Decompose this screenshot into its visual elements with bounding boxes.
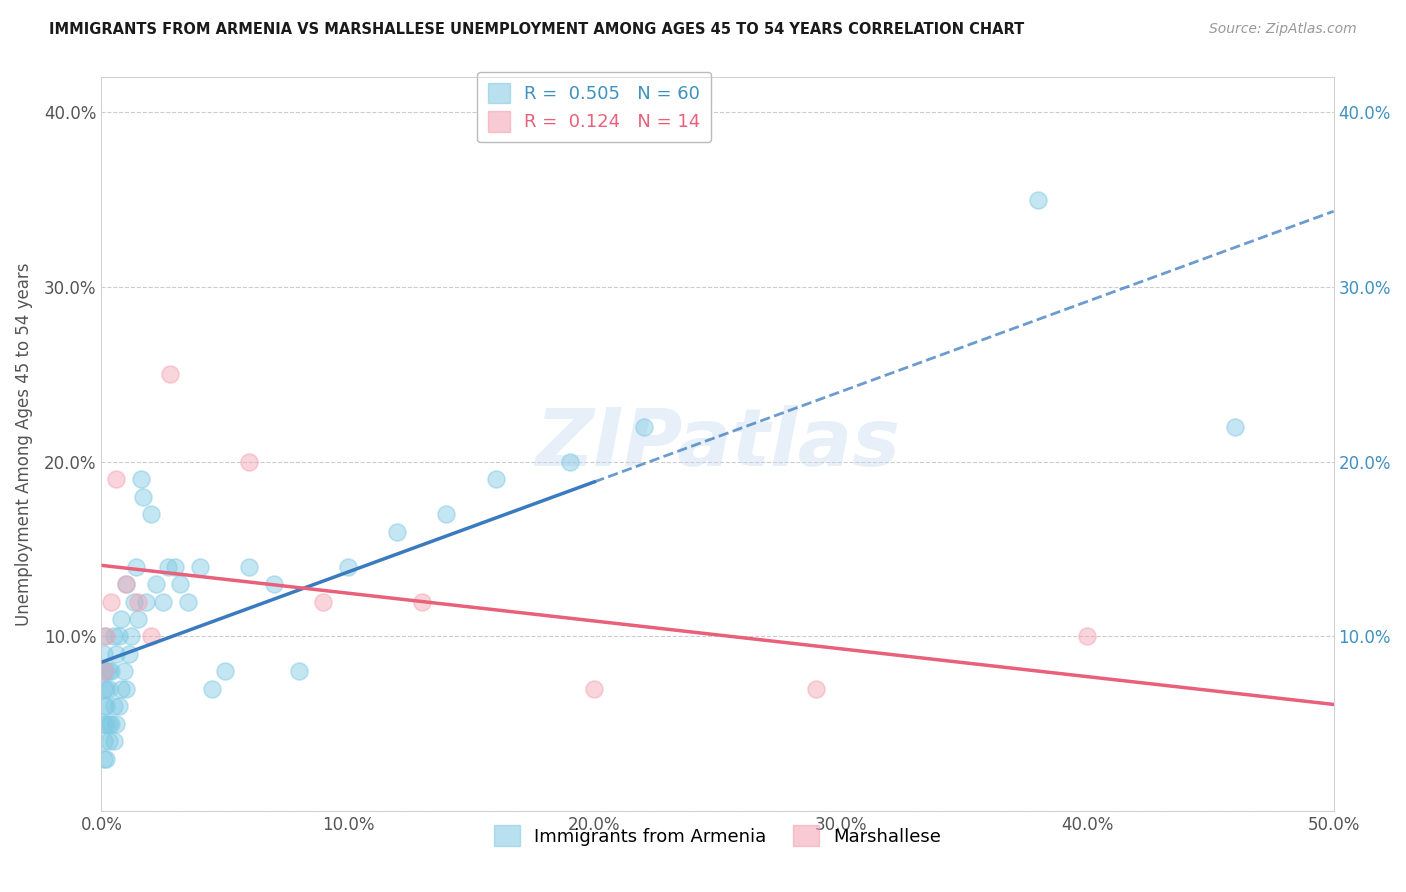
Point [93, 752, 115, 766]
Point [97, 665, 120, 679]
Point [96, 665, 118, 679]
Point [107, 630, 129, 644]
Point [169, 577, 191, 591]
Legend: Immigrants from Armenia, Marshallese: Immigrants from Armenia, Marshallese [486, 818, 948, 854]
Point [93, 665, 115, 679]
Point [93, 647, 115, 661]
Point [411, 594, 433, 608]
Point [263, 577, 285, 591]
Point [96, 630, 118, 644]
Point [93, 681, 115, 696]
Point [96, 716, 118, 731]
Point [1076, 630, 1098, 644]
Point [159, 368, 181, 382]
Point [436, 507, 458, 521]
Point [110, 681, 132, 696]
Point [156, 559, 179, 574]
Point [105, 647, 128, 661]
Point [105, 716, 128, 731]
Point [201, 681, 224, 696]
Point [93, 734, 115, 748]
Point [287, 665, 309, 679]
Point [165, 559, 187, 574]
Point [97, 734, 120, 748]
Point [100, 594, 122, 608]
Point [93, 716, 115, 731]
Point [115, 577, 138, 591]
Point [336, 559, 359, 574]
Point [238, 559, 260, 574]
Point [110, 612, 132, 626]
Point [214, 665, 236, 679]
Point [96, 681, 118, 696]
Point [100, 716, 122, 731]
Point [177, 594, 200, 608]
Point [103, 630, 125, 644]
Point [485, 472, 508, 486]
Point [93, 630, 115, 644]
Point [312, 594, 335, 608]
Point [1223, 420, 1246, 434]
Point [115, 577, 138, 591]
Point [152, 594, 174, 608]
Point [93, 699, 115, 714]
Y-axis label: Unemployment Among Ages 45 to 54 years: Unemployment Among Ages 45 to 54 years [15, 262, 32, 626]
Point [103, 699, 125, 714]
Point [127, 594, 149, 608]
Point [122, 594, 145, 608]
Point [107, 699, 129, 714]
Point [385, 524, 408, 539]
Point [1026, 193, 1049, 207]
Point [97, 681, 120, 696]
Point [129, 472, 152, 486]
Point [188, 559, 211, 574]
Point [105, 472, 128, 486]
Point [115, 681, 138, 696]
Point [100, 665, 122, 679]
Point [125, 559, 148, 574]
Point [135, 594, 157, 608]
Point [583, 681, 606, 696]
Point [633, 420, 655, 434]
Point [93, 665, 115, 679]
Point [112, 665, 135, 679]
Point [145, 577, 167, 591]
Point [127, 612, 149, 626]
Point [96, 699, 118, 714]
Text: IMMIGRANTS FROM ARMENIA VS MARSHALLESE UNEMPLOYMENT AMONG AGES 45 TO 54 YEARS CO: IMMIGRANTS FROM ARMENIA VS MARSHALLESE U… [49, 22, 1025, 37]
Point [558, 455, 581, 469]
Point [97, 716, 120, 731]
Point [139, 507, 162, 521]
Point [120, 630, 142, 644]
Point [103, 734, 125, 748]
Point [96, 752, 118, 766]
Point [238, 455, 260, 469]
Text: ZIPatlas: ZIPatlas [536, 405, 900, 483]
Point [132, 490, 155, 504]
Text: Source: ZipAtlas.com: Source: ZipAtlas.com [1209, 22, 1357, 37]
Point [139, 630, 162, 644]
Point [804, 681, 827, 696]
Point [117, 647, 139, 661]
